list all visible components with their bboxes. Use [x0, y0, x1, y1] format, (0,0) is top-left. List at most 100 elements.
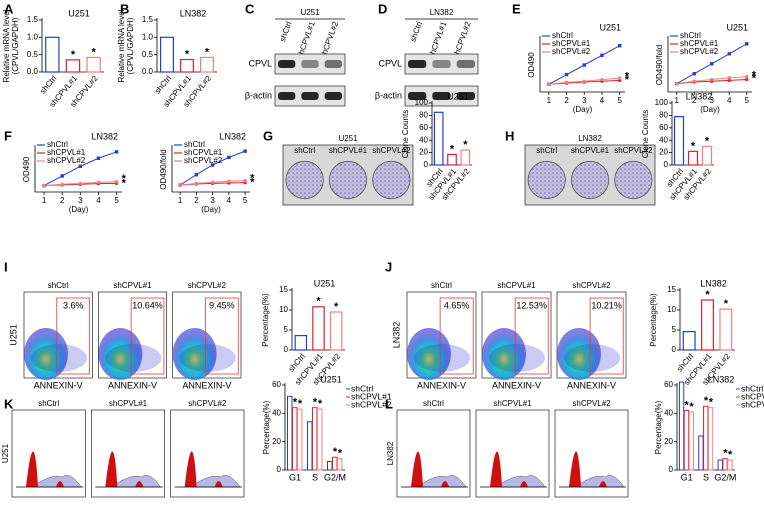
hist-g1-peak: [411, 451, 423, 487]
flow-label: shCtrl: [431, 281, 452, 290]
significance: *: [92, 46, 97, 58]
hist-s-phase: [495, 475, 546, 488]
bar: [703, 405, 709, 471]
legend-label: shCtrl: [680, 31, 701, 40]
hist-label: shCPVL#1: [109, 399, 148, 408]
bar: [698, 435, 704, 471]
hist-g1-peak: [26, 451, 38, 487]
bar: [287, 395, 293, 471]
x-tick-label: 5: [745, 96, 750, 105]
marker: [194, 181, 199, 186]
marker: [692, 72, 696, 76]
hist-g2-peak: [135, 481, 144, 487]
bar: [701, 145, 713, 166]
significance: *: [691, 140, 696, 152]
bar: [683, 410, 690, 471]
plate-label: shCPVL#1: [571, 146, 610, 155]
y-tick-label: 100: [655, 98, 669, 107]
y-tick-label: 0: [277, 465, 282, 474]
x-tick-label: G2/M: [324, 472, 346, 482]
y-tick-label: 1.0: [142, 32, 154, 41]
y-tick-label: 0.0: [27, 67, 39, 76]
y-tick-label: 10: [667, 305, 676, 314]
flow-gate: [205, 297, 239, 375]
marker: [727, 76, 731, 80]
panel-letter: D: [378, 1, 387, 16]
flow-gate: [130, 297, 165, 375]
significance: *: [685, 399, 690, 411]
y-tick-label: 5: [672, 325, 677, 334]
bar: [673, 116, 685, 166]
y-axis-label: OD490: [527, 52, 536, 78]
x-tick-label: G2/M: [714, 472, 736, 482]
significance: *: [298, 398, 303, 410]
hist-label: shCPVL#1: [493, 399, 532, 408]
marker: [727, 52, 731, 56]
blot-band: [456, 60, 475, 68]
y-tick-label: 1.0: [27, 32, 39, 41]
x-axis-label: (Day): [69, 205, 89, 214]
x-tick-label: 1: [42, 196, 47, 205]
x-tick-label: 3: [710, 96, 715, 105]
x-tick-label: 1: [547, 96, 552, 105]
blot-band: [278, 60, 296, 68]
bar: [701, 299, 714, 351]
y-axis-label: Relative mRNA level: [2, 9, 11, 82]
hist-s-phase: [189, 475, 241, 488]
legend-label: shCPVL#2: [47, 156, 86, 165]
x-tick-label: 2: [692, 96, 697, 105]
marker: [617, 76, 622, 80]
y-tick-label: 40: [272, 408, 281, 417]
hist-label: shCPVL#2: [572, 399, 611, 408]
marker: [547, 82, 551, 86]
x-tick-label: 1: [675, 96, 680, 105]
marker: [114, 180, 119, 184]
significance: *: [316, 296, 321, 308]
hist-g1-peak: [184, 451, 197, 487]
y-axis-label: Percentage(%): [262, 400, 271, 454]
y-tick-label: 80: [419, 111, 428, 120]
lane-label: shCPVL#2: [319, 20, 341, 60]
panel-letter: A: [4, 1, 14, 16]
plate-well: [328, 160, 368, 200]
x-axis-label: ANNEXIN-V: [182, 380, 231, 390]
bar: [688, 411, 694, 471]
y-tick-label: 0.0: [142, 67, 154, 76]
y-tick-label: 0.5: [27, 50, 39, 59]
bar: [707, 407, 714, 471]
plate-label: shCtrl: [536, 146, 557, 155]
marker: [582, 63, 586, 67]
significance: *: [293, 397, 298, 409]
marker: [227, 155, 231, 160]
hist-s-phase: [416, 475, 467, 488]
x-tick-label: 3: [582, 96, 587, 105]
y-tick-label: 0: [284, 345, 289, 354]
bar: [727, 459, 733, 471]
hist-g1-peak: [490, 451, 502, 487]
significance: *: [205, 46, 210, 58]
x-tick-label: G1: [681, 472, 693, 482]
hist-g2-peak: [520, 481, 528, 487]
x-tick-label: S: [312, 472, 318, 482]
plate-well: [285, 160, 324, 200]
bar: [717, 459, 723, 471]
hist-s-phase: [110, 475, 162, 488]
plate-well: [614, 160, 653, 200]
significance: *: [463, 139, 468, 151]
bar: [294, 335, 308, 351]
marker: [600, 77, 604, 82]
panel-letter: B: [120, 1, 129, 16]
marker: [710, 77, 714, 82]
flow-scatter: [105, 344, 162, 372]
blot-band: [432, 92, 451, 100]
chart-title: LN382: [708, 374, 735, 384]
bar: [160, 36, 175, 73]
y-tick-label: 10: [279, 305, 288, 314]
y-tick-label: 60: [272, 380, 281, 389]
marker: [194, 172, 199, 177]
x-axis-label: (Day): [700, 105, 720, 114]
marker: [564, 80, 569, 85]
row-label: β-actin: [375, 90, 402, 100]
y-axis-label: Percentage(%): [654, 400, 663, 454]
